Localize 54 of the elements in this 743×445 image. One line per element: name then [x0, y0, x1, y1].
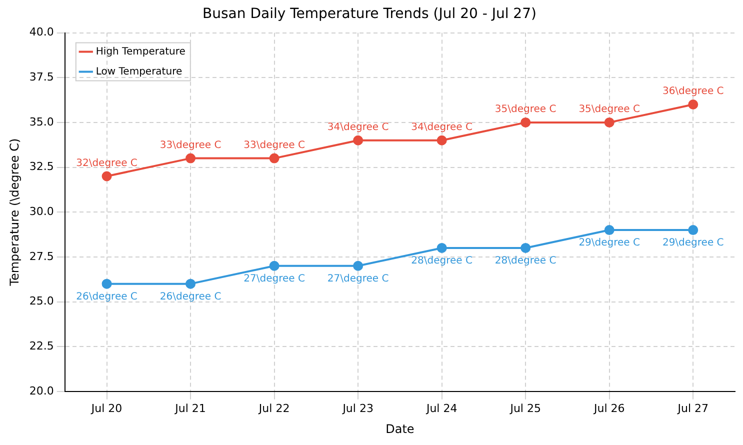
data-label: 27\degree C: [244, 273, 305, 284]
legend-label: Low Temperature: [96, 66, 182, 78]
point: [688, 100, 698, 110]
data-label: 32\degree C: [76, 158, 138, 169]
y-tick-label: 32.5: [29, 160, 54, 174]
data-label: 26\degree C: [160, 291, 222, 302]
data-label: 36\degree C: [662, 86, 724, 98]
legend-label: High Temperature: [96, 46, 186, 58]
data-label: 26\degree C: [76, 291, 138, 302]
y-tick-label: 20.0: [29, 384, 54, 398]
data-label: 35\degree C: [494, 104, 556, 116]
point: [604, 117, 614, 128]
x-tick-label: Jul 24: [425, 402, 458, 415]
y-tick-label: 22.5: [29, 339, 54, 352]
data-label: 34\degree C: [411, 122, 472, 133]
data-label: 29\degree C: [662, 238, 724, 249]
point: [520, 117, 531, 128]
point: [353, 260, 364, 271]
point: [436, 135, 447, 146]
data-label: 29\degree C: [578, 238, 640, 249]
x-tick-label: Jul 22: [258, 402, 290, 415]
x-tick-label: Jul 27: [676, 402, 709, 415]
y-tick-label: 40.0: [29, 26, 54, 39]
data-label: 27\degree C: [327, 273, 389, 284]
data-label: 34\degree C: [327, 122, 389, 133]
data-label: 33\degree C: [160, 140, 222, 151]
x-tick-label: Jul 23: [342, 402, 374, 415]
x-tick-label: Jul 26: [592, 402, 625, 415]
data-label: 28\degree C: [411, 256, 472, 267]
point: [102, 278, 112, 289]
point: [353, 135, 364, 146]
point: [186, 278, 196, 289]
chart-title: Busan Daily Temperature Trends (Jul 20 - Jul 27): [202, 6, 536, 22]
point: [688, 225, 698, 236]
x-tick-label: Jul 20: [90, 402, 122, 415]
point: [520, 242, 531, 253]
point: [436, 242, 447, 253]
data-label: 28\degree C: [494, 256, 556, 267]
point: [269, 260, 280, 271]
y-tick-label: 30.0: [29, 204, 54, 218]
point: [186, 153, 196, 164]
y-tick-label: 25.0: [29, 294, 54, 308]
x-tick-label: Jul 25: [509, 402, 541, 415]
point: [102, 171, 112, 182]
x-axis-title: Date: [386, 422, 414, 436]
point: [269, 153, 280, 164]
data-label: 35\degree C: [578, 104, 640, 116]
point: [604, 225, 614, 236]
y-tick-label: 27.5: [29, 250, 54, 263]
x-tick-label: Jul 21: [174, 402, 206, 415]
y-tick-label: 35.0: [29, 115, 54, 128]
y-tick-label: 37.5: [29, 70, 54, 84]
data-label: 33\degree C: [244, 140, 305, 151]
y-axis-title: Temperature (\degree C): [7, 138, 22, 287]
